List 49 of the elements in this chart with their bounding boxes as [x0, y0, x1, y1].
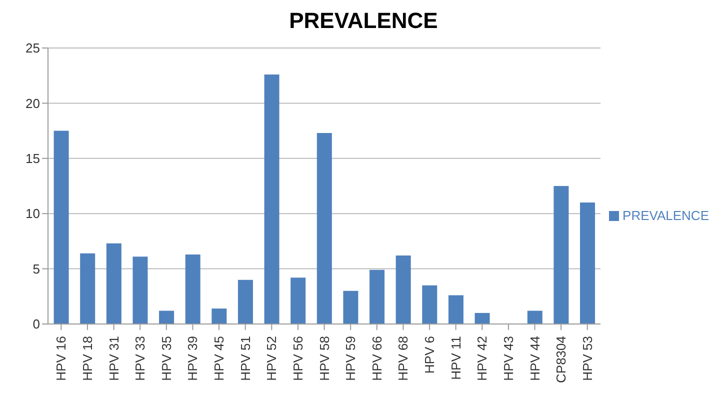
bar: [80, 253, 96, 324]
x-tick-label: HPV 35: [158, 336, 174, 381]
x-tick-label: HPV 42: [474, 336, 490, 381]
bar: [212, 308, 227, 324]
bar: [554, 186, 569, 324]
x-tick-label: CP8304: [554, 336, 569, 383]
bar: [238, 280, 253, 324]
x-tick-label: HPV 39: [185, 336, 200, 381]
x-tick-label: HPV 33: [132, 336, 148, 381]
x-tick-label: HPV 68: [396, 336, 411, 381]
y-tick-label: 15: [26, 151, 40, 166]
x-tick-label: HPV 51: [238, 336, 253, 381]
x-tick-label: HPV 58: [316, 336, 332, 381]
y-tick-label: 25: [26, 40, 40, 56]
bar: [159, 310, 174, 324]
x-tick-label: HPV 11: [448, 336, 464, 380]
bar: [396, 256, 411, 324]
x-tick-label: HPV 44: [527, 336, 542, 381]
bar: [132, 256, 148, 324]
y-tick-label: 0: [32, 316, 40, 332]
x-tick-label: HPV 59: [343, 336, 358, 381]
x-tick-label: HPV 18: [80, 336, 95, 381]
bar: [54, 130, 69, 324]
bar: [370, 270, 385, 324]
bar: [422, 285, 438, 324]
x-tick-label: HPV 52: [264, 336, 280, 381]
x-tick-label: HPV 43: [500, 336, 516, 381]
bar: [316, 133, 332, 324]
x-tick-label: HPV 6: [422, 336, 438, 374]
x-tick-label: HPV 16: [54, 336, 69, 381]
y-tick-label: 10: [26, 206, 40, 222]
legend-label: PREVALENCE: [622, 208, 709, 222]
x-tick-label: HPV 66: [369, 336, 384, 381]
x-tick-label: HPV 31: [106, 336, 122, 381]
bar: [343, 290, 358, 324]
bar: [474, 312, 490, 324]
y-tick-label: 20: [26, 96, 40, 111]
x-tick-label: HPV 56: [290, 336, 306, 381]
bar: [264, 74, 280, 324]
bar: [580, 202, 596, 324]
bar: [106, 243, 122, 324]
x-tick-label: HPV 45: [212, 336, 227, 381]
x-tick-label: HPV 53: [580, 336, 595, 381]
bar: [290, 278, 306, 324]
bar: [185, 254, 200, 324]
y-tick-label: 5: [32, 261, 40, 276]
bar: [527, 310, 542, 324]
chart-title: PREVALENCE: [288, 8, 439, 35]
bar: [448, 295, 464, 324]
